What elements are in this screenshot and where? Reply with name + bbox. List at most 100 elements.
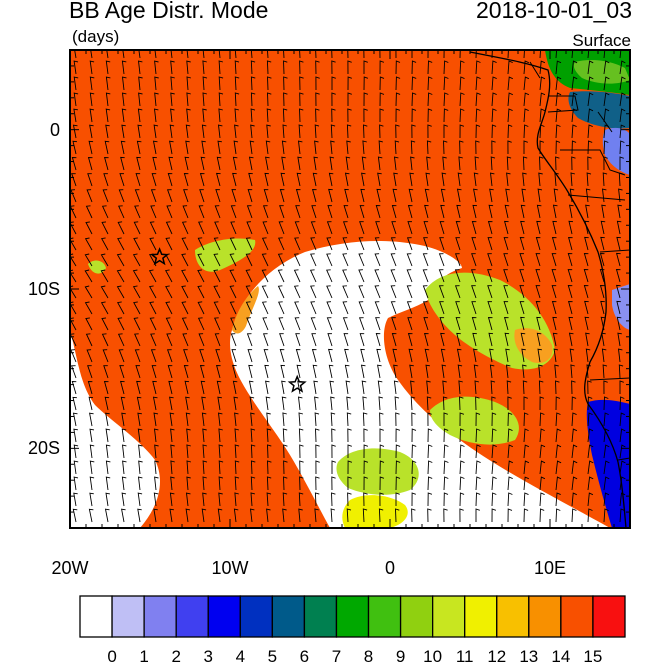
wind-barb <box>346 508 352 523</box>
wind-barb <box>296 364 302 379</box>
wind-barb <box>539 428 545 443</box>
wind-barb <box>282 412 287 427</box>
wind-barb <box>170 460 175 475</box>
colorbar-label: 4 <box>235 647 246 666</box>
wind-barb <box>121 428 127 443</box>
wind-barb <box>358 317 365 331</box>
x-tick-label: 0 <box>384 558 395 578</box>
wind-barb <box>250 60 256 75</box>
wind-barb <box>358 253 365 267</box>
wind-barb <box>101 237 109 251</box>
wind-barb <box>411 108 417 123</box>
blue-region-southeast <box>586 399 630 528</box>
wind-barb <box>571 60 578 75</box>
wind-barb <box>491 50 493 59</box>
wind-barb <box>234 476 240 491</box>
wind-barb <box>328 364 334 379</box>
wind-barb <box>85 317 93 331</box>
wind-barb <box>87 381 93 395</box>
wind-barb <box>331 60 336 75</box>
wind-barb <box>375 333 381 347</box>
wind-barb <box>299 76 304 91</box>
wind-barb <box>507 76 513 91</box>
wind-barb <box>330 396 335 411</box>
wind-barb <box>105 76 111 91</box>
wind-barb <box>569 348 575 363</box>
wind-barb <box>250 460 256 475</box>
wind-barb <box>152 380 157 395</box>
wind-barb <box>261 301 269 315</box>
colorbar-label: 8 <box>363 647 374 666</box>
wind-barb <box>234 60 240 75</box>
wind-barb <box>137 124 142 139</box>
wind-barb <box>571 124 577 139</box>
wind-barb <box>132 269 141 283</box>
wind-barb <box>603 428 610 443</box>
wind-barb <box>459 444 465 459</box>
wind-barb <box>137 412 142 427</box>
wind-barb <box>185 396 190 411</box>
wind-barb <box>443 60 449 75</box>
wind-barb <box>165 301 173 315</box>
wind-barb <box>427 508 432 523</box>
wind-barb <box>326 253 333 267</box>
wind-barb <box>459 428 465 443</box>
wind-barb <box>503 269 509 283</box>
wind-barb <box>121 108 127 123</box>
y-tick-label: 0 <box>49 119 60 140</box>
wind-barb <box>358 285 365 299</box>
wind-barb <box>314 140 319 155</box>
wind-barb <box>266 428 272 443</box>
wind-barb <box>230 333 237 347</box>
wind-barb <box>264 364 269 379</box>
wind-barb <box>298 428 304 443</box>
wind-barb <box>202 428 207 443</box>
wind-barb <box>584 300 589 315</box>
wind-barb <box>361 172 366 187</box>
wind-barb <box>523 444 530 459</box>
x-tick-label: 20W <box>51 558 89 578</box>
wind-barb <box>378 396 384 411</box>
wind-barb <box>120 156 125 171</box>
wind-barb <box>535 253 541 267</box>
wind-barb <box>250 492 256 507</box>
wind-barb <box>234 124 239 139</box>
wind-barb <box>603 50 606 59</box>
wind-barb <box>603 60 610 75</box>
wind-barb <box>504 332 510 347</box>
wind-barb <box>375 317 381 331</box>
wind-barb <box>136 396 142 411</box>
wind-barb <box>423 237 429 251</box>
wind-barb <box>234 108 240 123</box>
wind-barb <box>619 124 626 139</box>
wind-barb <box>440 348 446 363</box>
wind-barb <box>89 444 95 459</box>
wind-barb <box>149 301 157 315</box>
wind-barb <box>443 428 449 443</box>
wind-barb <box>600 316 606 331</box>
wind-barb <box>267 76 272 91</box>
units-label: (days) <box>72 27 120 46</box>
colorbar-label: 10 <box>423 647 443 666</box>
wind-barb <box>197 237 205 251</box>
wind-barb <box>411 76 417 91</box>
wind-barb <box>249 396 255 411</box>
wind-barb <box>427 412 432 427</box>
wind-barb <box>185 508 191 523</box>
wind-barb <box>265 156 270 171</box>
wind-barb <box>202 460 208 475</box>
wind-barb <box>283 92 288 107</box>
wind-barb <box>603 476 610 491</box>
wind-barb <box>568 237 573 251</box>
wind-barb <box>267 444 272 459</box>
wind-barb <box>422 285 429 299</box>
wind-barb <box>456 188 462 203</box>
wind-barb <box>523 396 528 410</box>
wind-barb <box>105 428 111 443</box>
wind-barb <box>245 301 253 315</box>
wind-barb <box>88 396 94 411</box>
wind-barb <box>455 237 461 251</box>
wind-barb <box>455 317 461 331</box>
wind-barb <box>166 205 173 219</box>
wind-barb <box>362 508 368 523</box>
